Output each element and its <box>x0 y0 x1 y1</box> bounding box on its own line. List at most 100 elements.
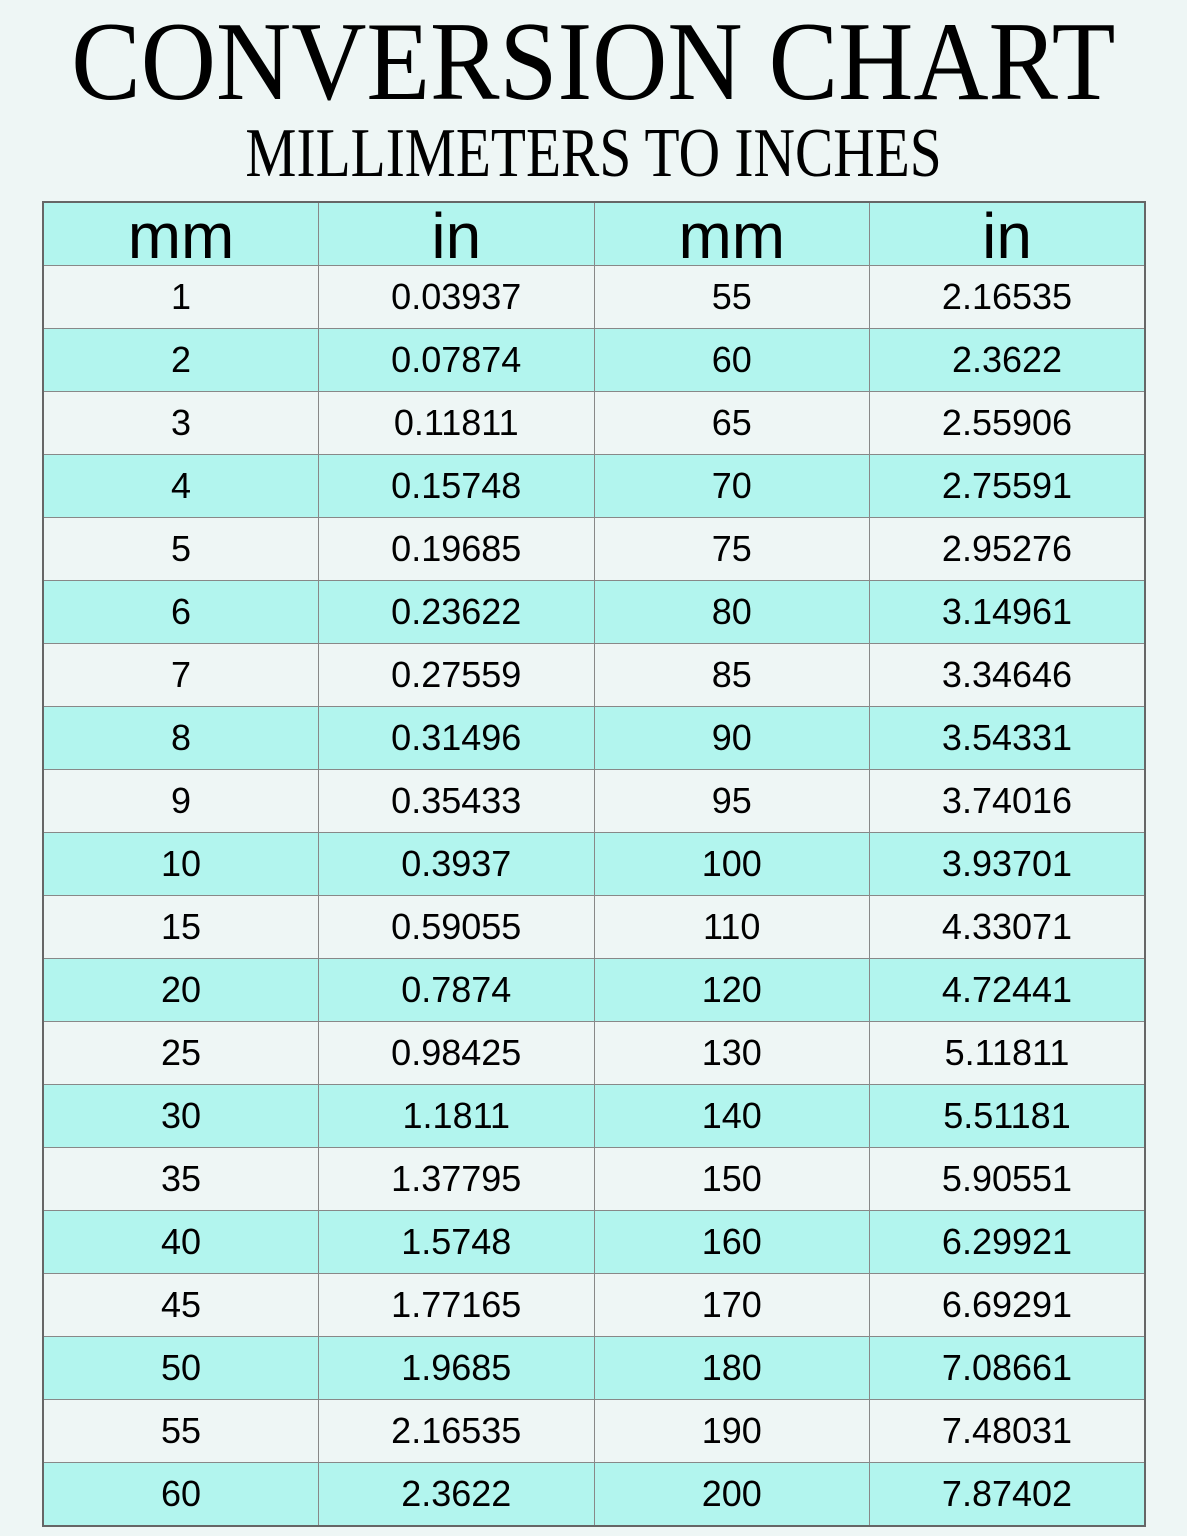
in-cell: 0.15748 <box>318 454 595 518</box>
mm-cell: 45 <box>42 1273 319 1337</box>
mm-cell: 200 <box>593 1462 870 1527</box>
in-cell: 0.31496 <box>318 706 595 770</box>
mm-cell: 60 <box>42 1462 319 1527</box>
table-row: 40 1.5748 160 6.29921 <box>42 1210 1146 1274</box>
mm-cell: 2 <box>42 328 319 392</box>
mm-cell: 180 <box>593 1336 870 1400</box>
in-cell: 0.3937 <box>318 832 595 896</box>
page-subtitle: MILLIMETERS TO INCHES <box>0 118 1187 190</box>
subtitle-text: MILLIMETERS TO INCHES <box>245 115 942 192</box>
in-cell: 0.03937 <box>318 265 595 329</box>
in-cell: 4.72441 <box>869 958 1146 1022</box>
in-cell: 1.5748 <box>318 1210 595 1274</box>
table-row: 4 0.15748 70 2.75591 <box>42 454 1146 518</box>
in-cell: 3.34646 <box>869 643 1146 707</box>
in-cell: 7.87402 <box>869 1462 1146 1527</box>
in-cell: 3.14961 <box>869 580 1146 644</box>
table-row: 7 0.27559 85 3.34646 <box>42 643 1146 707</box>
mm-cell: 110 <box>593 895 870 959</box>
in-cell: 2.55906 <box>869 391 1146 455</box>
table-row: 35 1.37795 150 5.90551 <box>42 1147 1146 1211</box>
in-cell: 2.95276 <box>869 517 1146 581</box>
mm-cell: 1 <box>42 265 319 329</box>
mm-cell: 50 <box>42 1336 319 1400</box>
mm-cell: 5 <box>42 517 319 581</box>
in-cell: 0.23622 <box>318 580 595 644</box>
in-cell: 4.33071 <box>869 895 1146 959</box>
mm-cell: 55 <box>42 1399 319 1463</box>
mm-cell: 140 <box>593 1084 870 1148</box>
table-row: 15 0.59055 110 4.33071 <box>42 895 1146 959</box>
mm-cell: 9 <box>42 769 319 833</box>
table-row: 5 0.19685 75 2.95276 <box>42 517 1146 581</box>
table-row: 30 1.1811 140 5.51181 <box>42 1084 1146 1148</box>
in-cell: 2.3622 <box>318 1462 595 1527</box>
in-cell: 0.59055 <box>318 895 595 959</box>
mm-cell: 95 <box>593 769 870 833</box>
in-cell: 2.75591 <box>869 454 1146 518</box>
in-cell: 1.77165 <box>318 1273 595 1337</box>
in-cell: 7.48031 <box>869 1399 1146 1463</box>
in-cell: 2.16535 <box>869 265 1146 329</box>
in-cell: 1.37795 <box>318 1147 595 1211</box>
mm-cell: 7 <box>42 643 319 707</box>
mm-cell: 65 <box>593 391 870 455</box>
page-title: CONVERSION CHART <box>0 2 1187 122</box>
in-cell: 1.1811 <box>318 1084 595 1148</box>
table-row: 55 2.16535 190 7.48031 <box>42 1399 1146 1463</box>
mm-cell: 35 <box>42 1147 319 1211</box>
table-row: 45 1.77165 170 6.69291 <box>42 1273 1146 1337</box>
column-header-in-2: in <box>869 201 1146 268</box>
mm-cell: 80 <box>593 580 870 644</box>
mm-cell: 8 <box>42 706 319 770</box>
table-row: 60 2.3622 200 7.87402 <box>42 1462 1146 1527</box>
mm-cell: 160 <box>593 1210 870 1274</box>
mm-cell: 30 <box>42 1084 319 1148</box>
in-cell: 6.29921 <box>869 1210 1146 1274</box>
in-cell: 0.35433 <box>318 769 595 833</box>
in-cell: 0.7874 <box>318 958 595 1022</box>
mm-cell: 85 <box>593 643 870 707</box>
mm-cell: 4 <box>42 454 319 518</box>
in-cell: 3.93701 <box>869 832 1146 896</box>
mm-cell: 190 <box>593 1399 870 1463</box>
conversion-table: mm in mm in 1 0.03937 55 2.16535 2 0.07874 60 2.36… <box>42 201 1146 1527</box>
in-cell: 0.19685 <box>318 517 595 581</box>
table-row: 10 0.3937 100 3.93701 <box>42 832 1146 896</box>
table-row: 2 0.07874 60 2.3622 <box>42 328 1146 392</box>
mm-cell: 90 <box>593 706 870 770</box>
mm-cell: 40 <box>42 1210 319 1274</box>
table-row: 6 0.23622 80 3.14961 <box>42 580 1146 644</box>
table-row: 20 0.7874 120 4.72441 <box>42 958 1146 1022</box>
in-cell: 1.9685 <box>318 1336 595 1400</box>
in-cell: 5.90551 <box>869 1147 1146 1211</box>
mm-cell: 130 <box>593 1021 870 1085</box>
mm-cell: 75 <box>593 517 870 581</box>
mm-cell: 10 <box>42 832 319 896</box>
column-header-in-1: in <box>318 201 595 268</box>
in-cell: 2.16535 <box>318 1399 595 1463</box>
in-cell: 7.08661 <box>869 1336 1146 1400</box>
header-row: mm in mm in <box>42 201 1146 268</box>
mm-cell: 55 <box>593 265 870 329</box>
in-cell: 5.51181 <box>869 1084 1146 1148</box>
in-cell: 0.27559 <box>318 643 595 707</box>
title-text: CONVERSION CHART <box>71 0 1116 124</box>
mm-cell: 6 <box>42 580 319 644</box>
table-row: 50 1.9685 180 7.08661 <box>42 1336 1146 1400</box>
mm-cell: 170 <box>593 1273 870 1337</box>
mm-cell: 3 <box>42 391 319 455</box>
table-row: 25 0.98425 130 5.11811 <box>42 1021 1146 1085</box>
table-row: 8 0.31496 90 3.54331 <box>42 706 1146 770</box>
mm-cell: 25 <box>42 1021 319 1085</box>
in-cell: 3.54331 <box>869 706 1146 770</box>
in-cell: 3.74016 <box>869 769 1146 833</box>
in-cell: 2.3622 <box>869 328 1146 392</box>
in-cell: 0.98425 <box>318 1021 595 1085</box>
table-row: 9 0.35433 95 3.74016 <box>42 769 1146 833</box>
mm-cell: 70 <box>593 454 870 518</box>
mm-cell: 100 <box>593 832 870 896</box>
table-row: 3 0.11811 65 2.55906 <box>42 391 1146 455</box>
mm-cell: 150 <box>593 1147 870 1211</box>
mm-cell: 60 <box>593 328 870 392</box>
